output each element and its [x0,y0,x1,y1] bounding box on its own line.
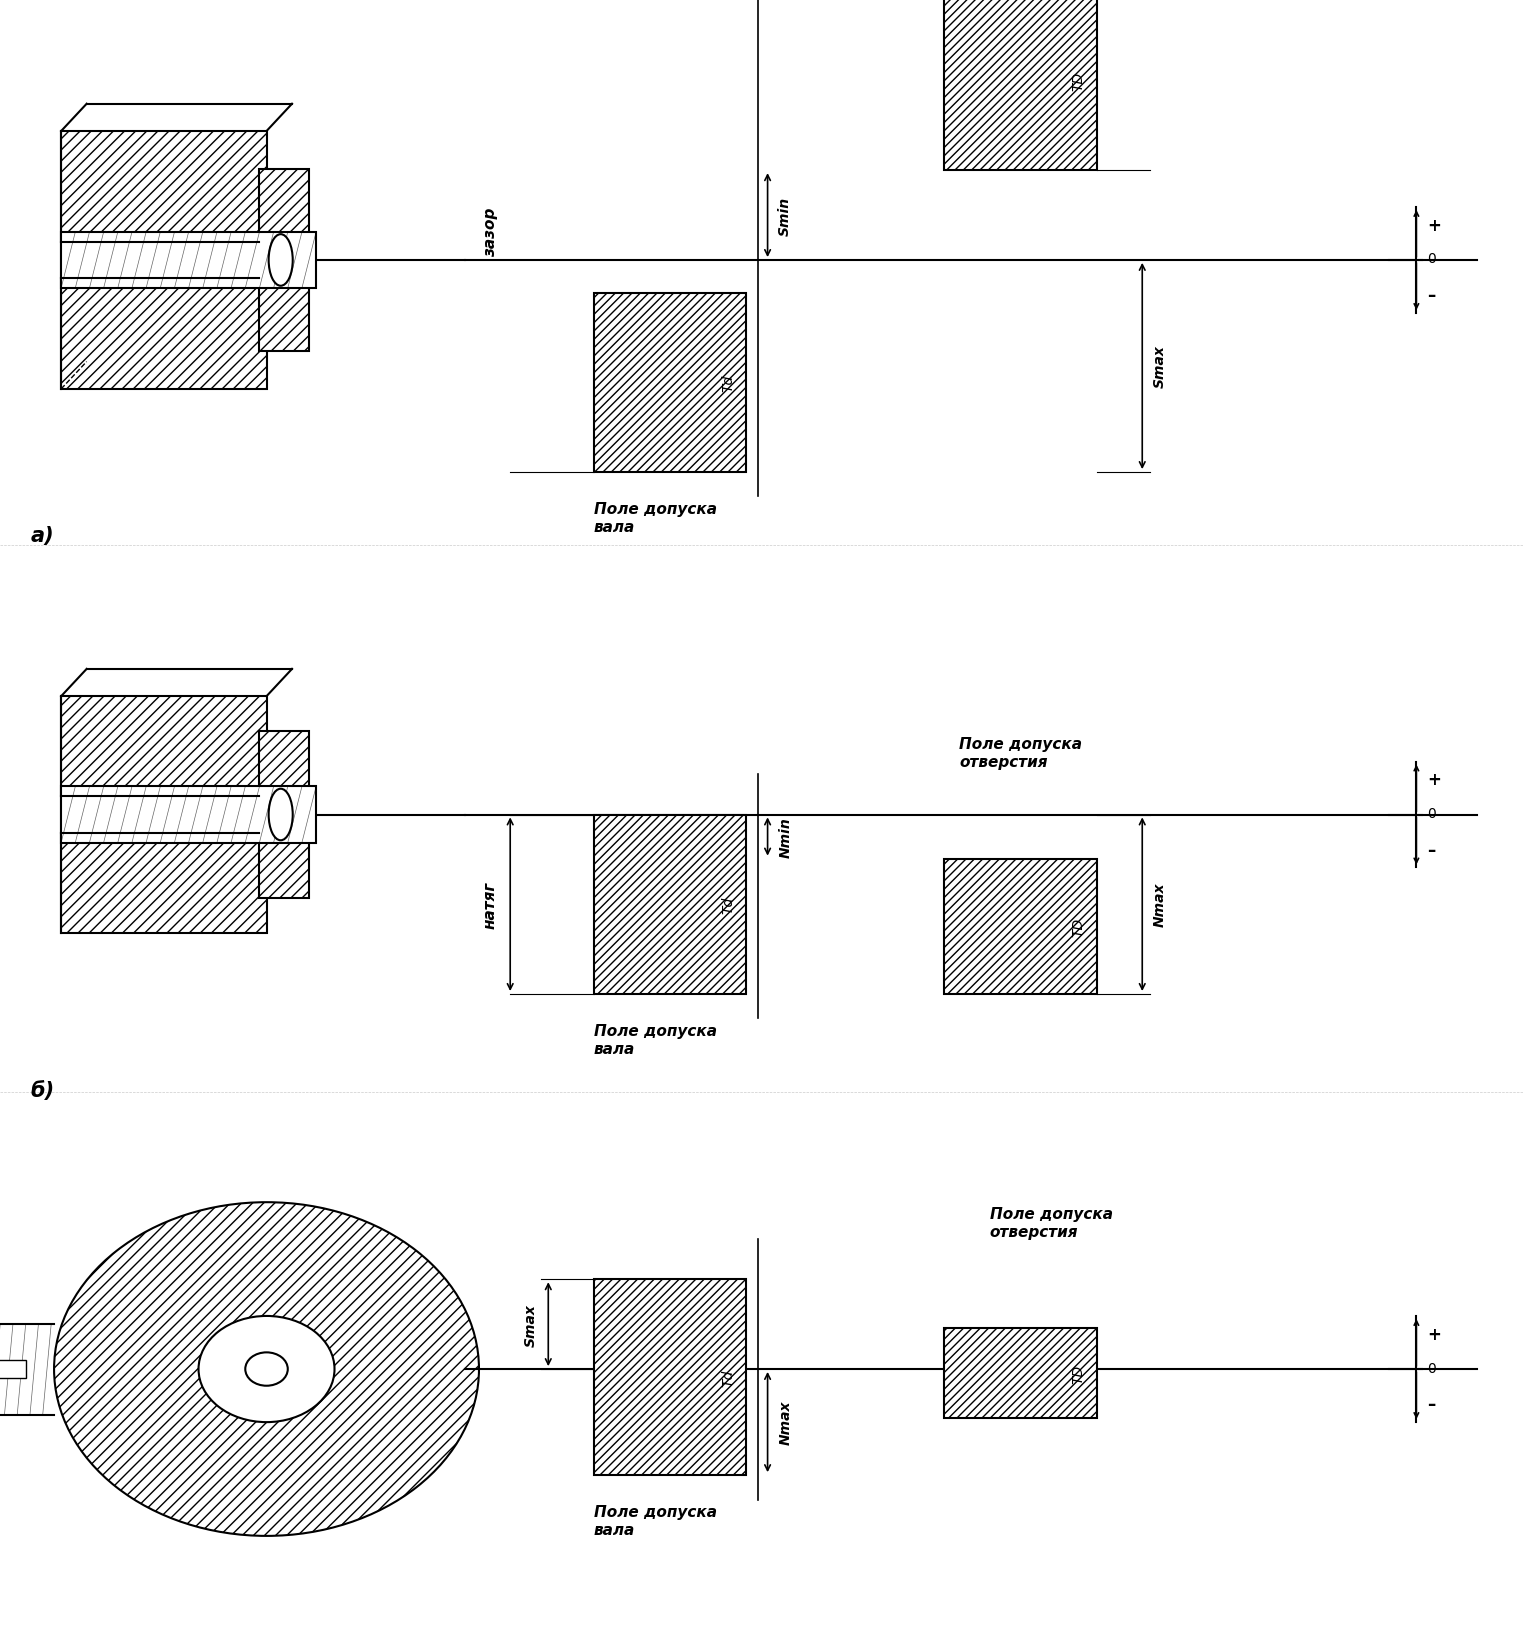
Text: Nmin: Nmin [778,817,792,857]
Text: Smax: Smax [524,1302,538,1346]
Ellipse shape [245,1353,288,1386]
Text: +: + [1427,771,1441,789]
Bar [594,293,746,473]
Bar [0,1359,26,1379]
Bar [61,279,267,390]
Bar [594,1280,746,1475]
Bar [61,132,267,243]
Text: TD: TD [1071,1364,1086,1382]
Ellipse shape [268,789,292,841]
Text: Smin: Smin [778,197,792,235]
Ellipse shape [53,1203,478,1535]
Text: –: – [1427,287,1436,305]
Text: натяг: натяг [483,880,498,929]
Text: –: – [1427,1395,1436,1413]
Text: Поле допуска
вала: Поле допуска вала [594,1504,717,1537]
Text: Td: Td [720,375,736,391]
Bar [61,833,267,934]
Text: б): б) [30,1081,55,1100]
Text: Smax: Smax [1153,346,1167,388]
Bar [944,0,1097,171]
Bar [944,859,1097,994]
Bar [61,787,317,843]
Bar [594,815,746,994]
Text: 0: 0 [1427,1361,1436,1374]
Text: Td: Td [720,897,736,913]
Bar [259,170,309,352]
Bar [61,696,267,797]
Text: Поле допуска
отверстия: Поле допуска отверстия [990,1206,1113,1239]
Text: +: + [1427,1325,1441,1343]
Text: Поле допуска
вала: Поле допуска вала [594,1024,717,1056]
Ellipse shape [268,235,292,287]
Text: –: – [1427,841,1436,859]
Ellipse shape [198,1315,335,1423]
Text: TD: TD [1071,918,1086,936]
Text: Nmax: Nmax [1153,882,1167,927]
Text: а): а) [30,526,55,546]
Text: +: + [1427,217,1441,235]
Text: Поле допуска
отверстия: Поле допуска отверстия [959,737,1083,769]
Text: TD: TD [1071,72,1086,91]
Bar [61,233,317,289]
Text: Nmax: Nmax [778,1400,792,1444]
Bar [944,1328,1097,1418]
Text: Поле допуска
вала: Поле допуска вала [594,502,717,535]
Text: Td: Td [720,1369,736,1386]
Text: 0: 0 [1427,807,1436,820]
Text: 0: 0 [1427,253,1436,266]
Bar [259,732,309,898]
Text: зазор: зазор [483,207,498,258]
